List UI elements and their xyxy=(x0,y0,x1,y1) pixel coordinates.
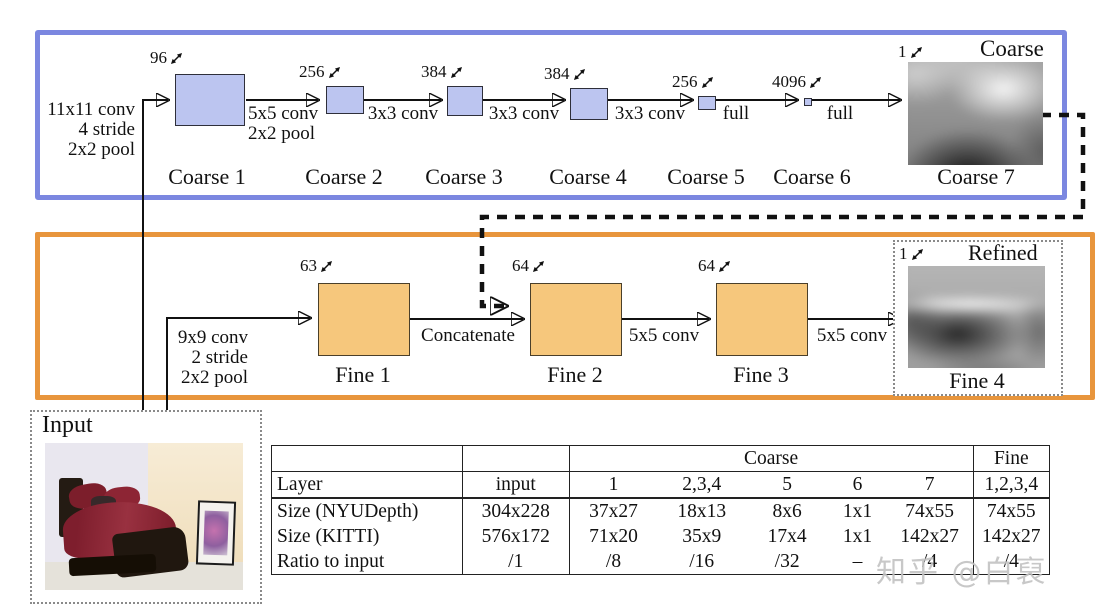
coarse5-label: Coarse 5 xyxy=(667,164,745,189)
table-row: Layer input 1 2,3,4 5 6 7 1,2,3,4 xyxy=(271,471,1050,499)
dimension-arrow-icon xyxy=(910,46,922,59)
refined-output-title: Refined xyxy=(968,240,1038,265)
fine3-label: Fine 3 xyxy=(733,362,789,387)
coarse4-depth: 384 xyxy=(544,64,588,84)
coarse7-label: Coarse 7 xyxy=(937,164,1015,189)
dimension-arrow-icon xyxy=(809,76,822,89)
conn-label-coarse4-5: 3x3 conv xyxy=(614,103,686,124)
conn-label-coarse6-7: full xyxy=(826,103,854,124)
fine3-feature-box xyxy=(716,283,808,356)
coarse2-feature-box xyxy=(326,86,364,114)
conn-label-coarse2-3: 3x3 conv xyxy=(367,103,439,124)
coarse-input-ops: 11x11 conv 4 stride 2x2 pool xyxy=(47,99,135,160)
coarse4-label: Coarse 4 xyxy=(549,164,627,189)
coarse1-label: Coarse 1 xyxy=(168,164,246,189)
fine1-depth: 63 xyxy=(300,256,335,276)
conn-label-fine3-4: 5x5 conv xyxy=(816,325,888,346)
table-row: Ratio to input /1 /8 /16 /32 – /4 /4 xyxy=(271,549,1050,575)
coarse5-depth: 256 xyxy=(672,72,716,92)
fine4-depth: 1 xyxy=(899,244,926,264)
table-empty-cell xyxy=(462,445,570,472)
table-coarse-group-header: Coarse xyxy=(569,445,974,472)
fine2-depth: 64 xyxy=(512,256,547,276)
table-empty-cell xyxy=(271,445,463,472)
conn-label-coarse5-6: full xyxy=(722,103,750,124)
table-row: Size (KITTI) 576x172 71x20 35x9 17x4 1x1… xyxy=(271,524,1050,549)
dimension-arrow-icon xyxy=(170,52,183,65)
coarse6-feature-box xyxy=(804,98,812,106)
coarse2-label: Coarse 2 xyxy=(305,164,383,189)
dimension-arrow-icon xyxy=(450,66,462,79)
dimension-arrow-icon xyxy=(573,68,585,81)
dimension-arrow-icon xyxy=(911,248,923,261)
layer-size-table: Coarse Fine Layer input 1 2,3,4 5 6 7 1,… xyxy=(271,445,1050,575)
fine1-label: Fine 1 xyxy=(335,362,391,387)
dimension-arrow-icon xyxy=(718,260,731,273)
coarse1-feature-box xyxy=(175,74,245,126)
fine2-label: Fine 2 xyxy=(547,362,603,387)
fine4-label: Fine 4 xyxy=(949,368,1005,393)
coarse6-depth: 4096 xyxy=(772,72,824,92)
input-photo xyxy=(45,443,243,590)
coarse3-label: Coarse 3 xyxy=(425,164,503,189)
conn-label-concatenate: Concatenate xyxy=(421,325,515,346)
dimension-arrow-icon xyxy=(701,76,713,89)
coarse2-depth: 256 xyxy=(299,62,343,82)
coarse-output-title: Coarse xyxy=(980,36,1044,61)
input-panel-title: Input xyxy=(42,412,93,438)
table-fine-group-header: Fine xyxy=(973,445,1050,472)
coarse1-depth: 96 xyxy=(150,48,185,68)
coarse4-feature-box xyxy=(570,88,608,120)
coarse7-depth: 1 xyxy=(898,42,925,62)
conn-label-coarse1-2: 5x5 conv 2x2 pool xyxy=(248,103,319,144)
dimension-arrow-icon xyxy=(320,260,333,273)
table-row: Size (NYUDepth) 304x228 37x27 18x13 8x6 … xyxy=(271,498,1050,524)
table-group-header-row: Coarse Fine xyxy=(271,445,1050,472)
fine2-feature-box xyxy=(530,283,622,356)
coarse5-feature-box xyxy=(698,96,716,110)
coarse6-label: Coarse 6 xyxy=(773,164,851,189)
dimension-arrow-icon xyxy=(328,66,340,79)
coarse3-depth: 384 xyxy=(421,62,465,82)
fine-input-ops: 9x9 conv 2 stride 2x2 pool xyxy=(177,327,248,388)
coarse3-feature-box xyxy=(447,86,483,116)
conn-label-coarse3-4: 3x3 conv xyxy=(488,103,560,124)
fine3-depth: 64 xyxy=(698,256,733,276)
dimension-arrow-icon xyxy=(532,260,545,273)
photo-picture-frame xyxy=(196,500,237,566)
refined-depth-map xyxy=(908,266,1045,368)
watermark: 知乎 @白裒 xyxy=(876,555,1048,590)
coarse-depth-map xyxy=(908,62,1043,165)
conn-label-fine2-3: 5x5 conv xyxy=(628,325,700,346)
fine1-feature-box xyxy=(318,283,410,356)
